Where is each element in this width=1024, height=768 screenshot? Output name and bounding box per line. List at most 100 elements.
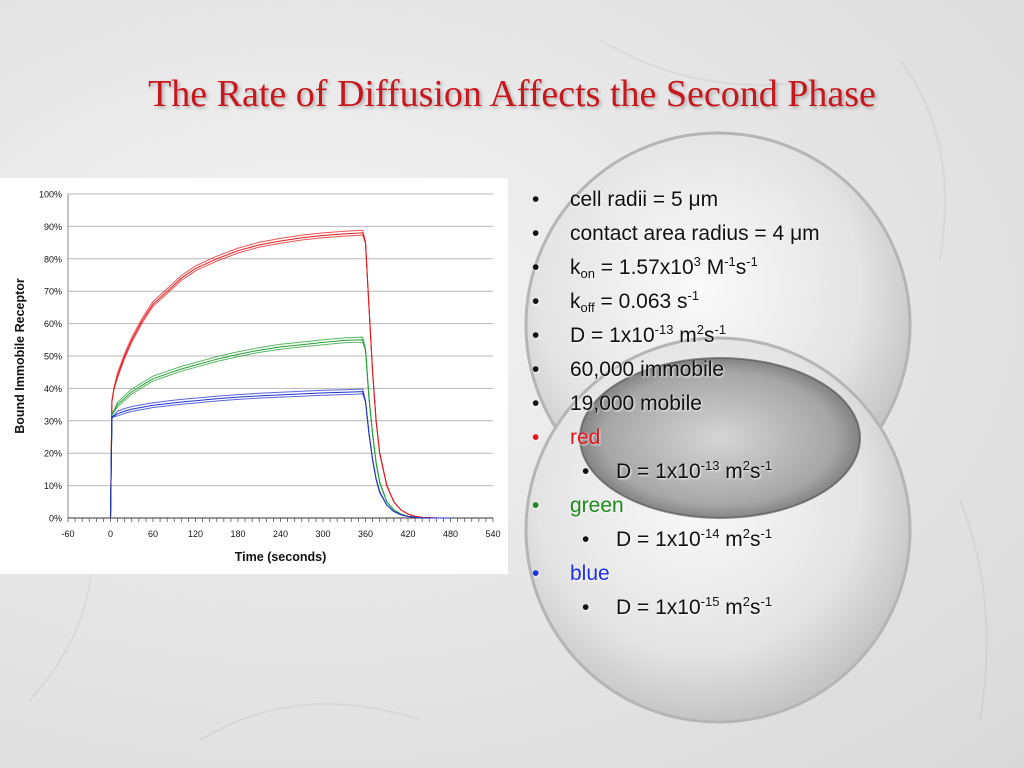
blue-d-value: D = 1x10: [616, 596, 701, 619]
bullet-green-d: • D = 1x10-14 m2s-1: [532, 523, 1012, 557]
bullet-marker: •: [532, 256, 540, 279]
koff-value: = 0.063 s: [594, 290, 688, 313]
mu-symbol: μ: [790, 222, 803, 245]
series-line-3: [110, 391, 451, 519]
bullet-marker: •: [582, 460, 590, 483]
x-tick-label: 120: [188, 529, 203, 539]
red-d-unit-m: m: [719, 460, 743, 483]
bullet-marker: •: [532, 494, 540, 517]
bullet-marker: •: [532, 324, 540, 347]
y-tick-label: 10%: [44, 481, 62, 491]
kon-k: k: [570, 256, 581, 279]
chart-panel: 0% 10% 20% 30% 40% 50% 60% 70% 80% 90% 100% -60 0 60 1…: [0, 178, 508, 574]
green-label: green: [570, 494, 624, 517]
bullet-marker: •: [532, 392, 540, 415]
y-tick-label: 30%: [44, 416, 62, 426]
contact-area: [580, 358, 860, 518]
kon-unit-s-exp: -1: [746, 254, 758, 269]
blue-d-unit-m: m: [719, 596, 743, 619]
series-line-2: [110, 339, 451, 519]
series-line-2: [110, 341, 451, 519]
y-tick-label: 70%: [44, 287, 62, 297]
bullet-marker: •: [532, 426, 540, 449]
red-d-unit-m-exp: 2: [742, 458, 750, 473]
bullet-blue: • blue: [532, 557, 1012, 591]
kon-unit-m: M: [700, 256, 725, 279]
bullet-kon: • kon = 1.57x103 M-1s-1: [532, 251, 1012, 285]
x-tick-label: 300: [315, 529, 330, 539]
y-tick-label: 60%: [44, 319, 62, 329]
kon-value: = 1.57x10: [594, 256, 694, 279]
x-tick-label: 0: [108, 529, 113, 539]
cell-radii-label: cell radii = 5: [570, 188, 689, 211]
red-d-unit-s-exp: -1: [760, 458, 773, 473]
bullet-blue-d: • D = 1x10-15 m2s-1: [532, 591, 1012, 625]
mu-symbol: μ: [688, 188, 701, 211]
y-tick-label: 20%: [44, 449, 62, 459]
koff-exponent: -1: [687, 288, 700, 303]
bullet-marker: •: [532, 290, 540, 313]
x-tick-label: 540: [485, 529, 500, 539]
x-tick-label: 480: [443, 529, 458, 539]
x-tick-label: 60: [148, 529, 158, 539]
bullet-red-d: • D = 1x10-13 m2s-1: [532, 455, 1012, 489]
x-axis-title: Time (seconds): [235, 550, 326, 564]
kon-exponent: 3: [693, 254, 701, 269]
d-unit-m: m: [673, 324, 697, 347]
bullet-marker: •: [582, 596, 590, 619]
series-line-2: [110, 336, 451, 519]
bullet-cell-radii: • cell radii = 5 μm: [532, 183, 1012, 217]
green-d-unit-m-exp: 2: [742, 526, 750, 541]
bullet-marker: •: [582, 528, 590, 551]
y-tick-label: 40%: [44, 384, 62, 394]
bullet-diffusion: • D = 1x10-13 m2s-1: [532, 319, 1012, 353]
green-d-value: D = 1x10: [616, 528, 701, 551]
unit-m: m: [700, 188, 719, 211]
x-tick-label: 240: [273, 529, 288, 539]
d-unit-s: s: [704, 324, 715, 347]
bullet-mobile: • 19,000 mobile: [532, 387, 1012, 421]
x-tick-label: -60: [61, 529, 74, 539]
y-axis-title: Bound Immobile Receptor: [13, 278, 27, 434]
green-d-unit-s: s: [750, 528, 761, 551]
y-tick-label: 50%: [44, 352, 62, 362]
y-tick-label: 0%: [49, 514, 62, 524]
red-d-exponent: -13: [700, 458, 720, 473]
mobile-count: 19,000 mobile: [570, 392, 702, 415]
red-label: red: [570, 426, 601, 449]
bullet-marker: •: [532, 188, 540, 211]
d-unit-m-exp: 2: [696, 322, 704, 337]
bullet-green: • green: [532, 489, 1012, 523]
d-exponent: -13: [654, 322, 674, 337]
parameter-list: • cell radii = 5 μm • contact area radiu…: [532, 183, 1012, 625]
green-d-unit-s-exp: -1: [760, 526, 773, 541]
bullet-contact-radius: • contact area radius = 4 μm: [532, 217, 1012, 251]
green-d-exponent: -14: [700, 526, 720, 541]
bullet-marker: •: [532, 358, 540, 381]
d-unit-s-exp: -1: [714, 322, 727, 337]
x-tick-label: 180: [230, 529, 245, 539]
bullet-marker: •: [532, 562, 540, 585]
blue-d-exponent: -15: [700, 594, 720, 609]
series-line-1: [110, 234, 451, 519]
kon-unit-s: s: [735, 256, 747, 279]
slide-title: The Rate of Diffusion Affects the Second…: [148, 73, 876, 115]
blue-d-unit-s-exp: -1: [760, 594, 773, 609]
x-tick-label: 360: [358, 529, 373, 539]
y-tick-label: 100%: [39, 190, 62, 200]
bullet-immobile: • 60,000 immobile: [532, 353, 1012, 387]
blue-d-unit-s: s: [750, 596, 761, 619]
bullet-marker: •: [532, 222, 540, 245]
bullet-koff: • koff = 0.063 s-1: [532, 285, 1012, 319]
y-tick-label: 80%: [44, 254, 62, 264]
blue-label: blue: [570, 562, 610, 585]
red-d-unit-s: s: [750, 460, 761, 483]
series-line-3: [110, 393, 451, 519]
blue-d-unit-m-exp: 2: [742, 594, 750, 609]
bullet-red: • red: [532, 421, 1012, 455]
x-tick-label: 420: [400, 529, 415, 539]
koff-subscript: off: [580, 300, 595, 315]
binding-chart: 0% 10% 20% 30% 40% 50% 60% 70% 80% 90% 100% -60 0 60 1…: [13, 190, 501, 565]
kon-subscript: on: [580, 266, 595, 281]
